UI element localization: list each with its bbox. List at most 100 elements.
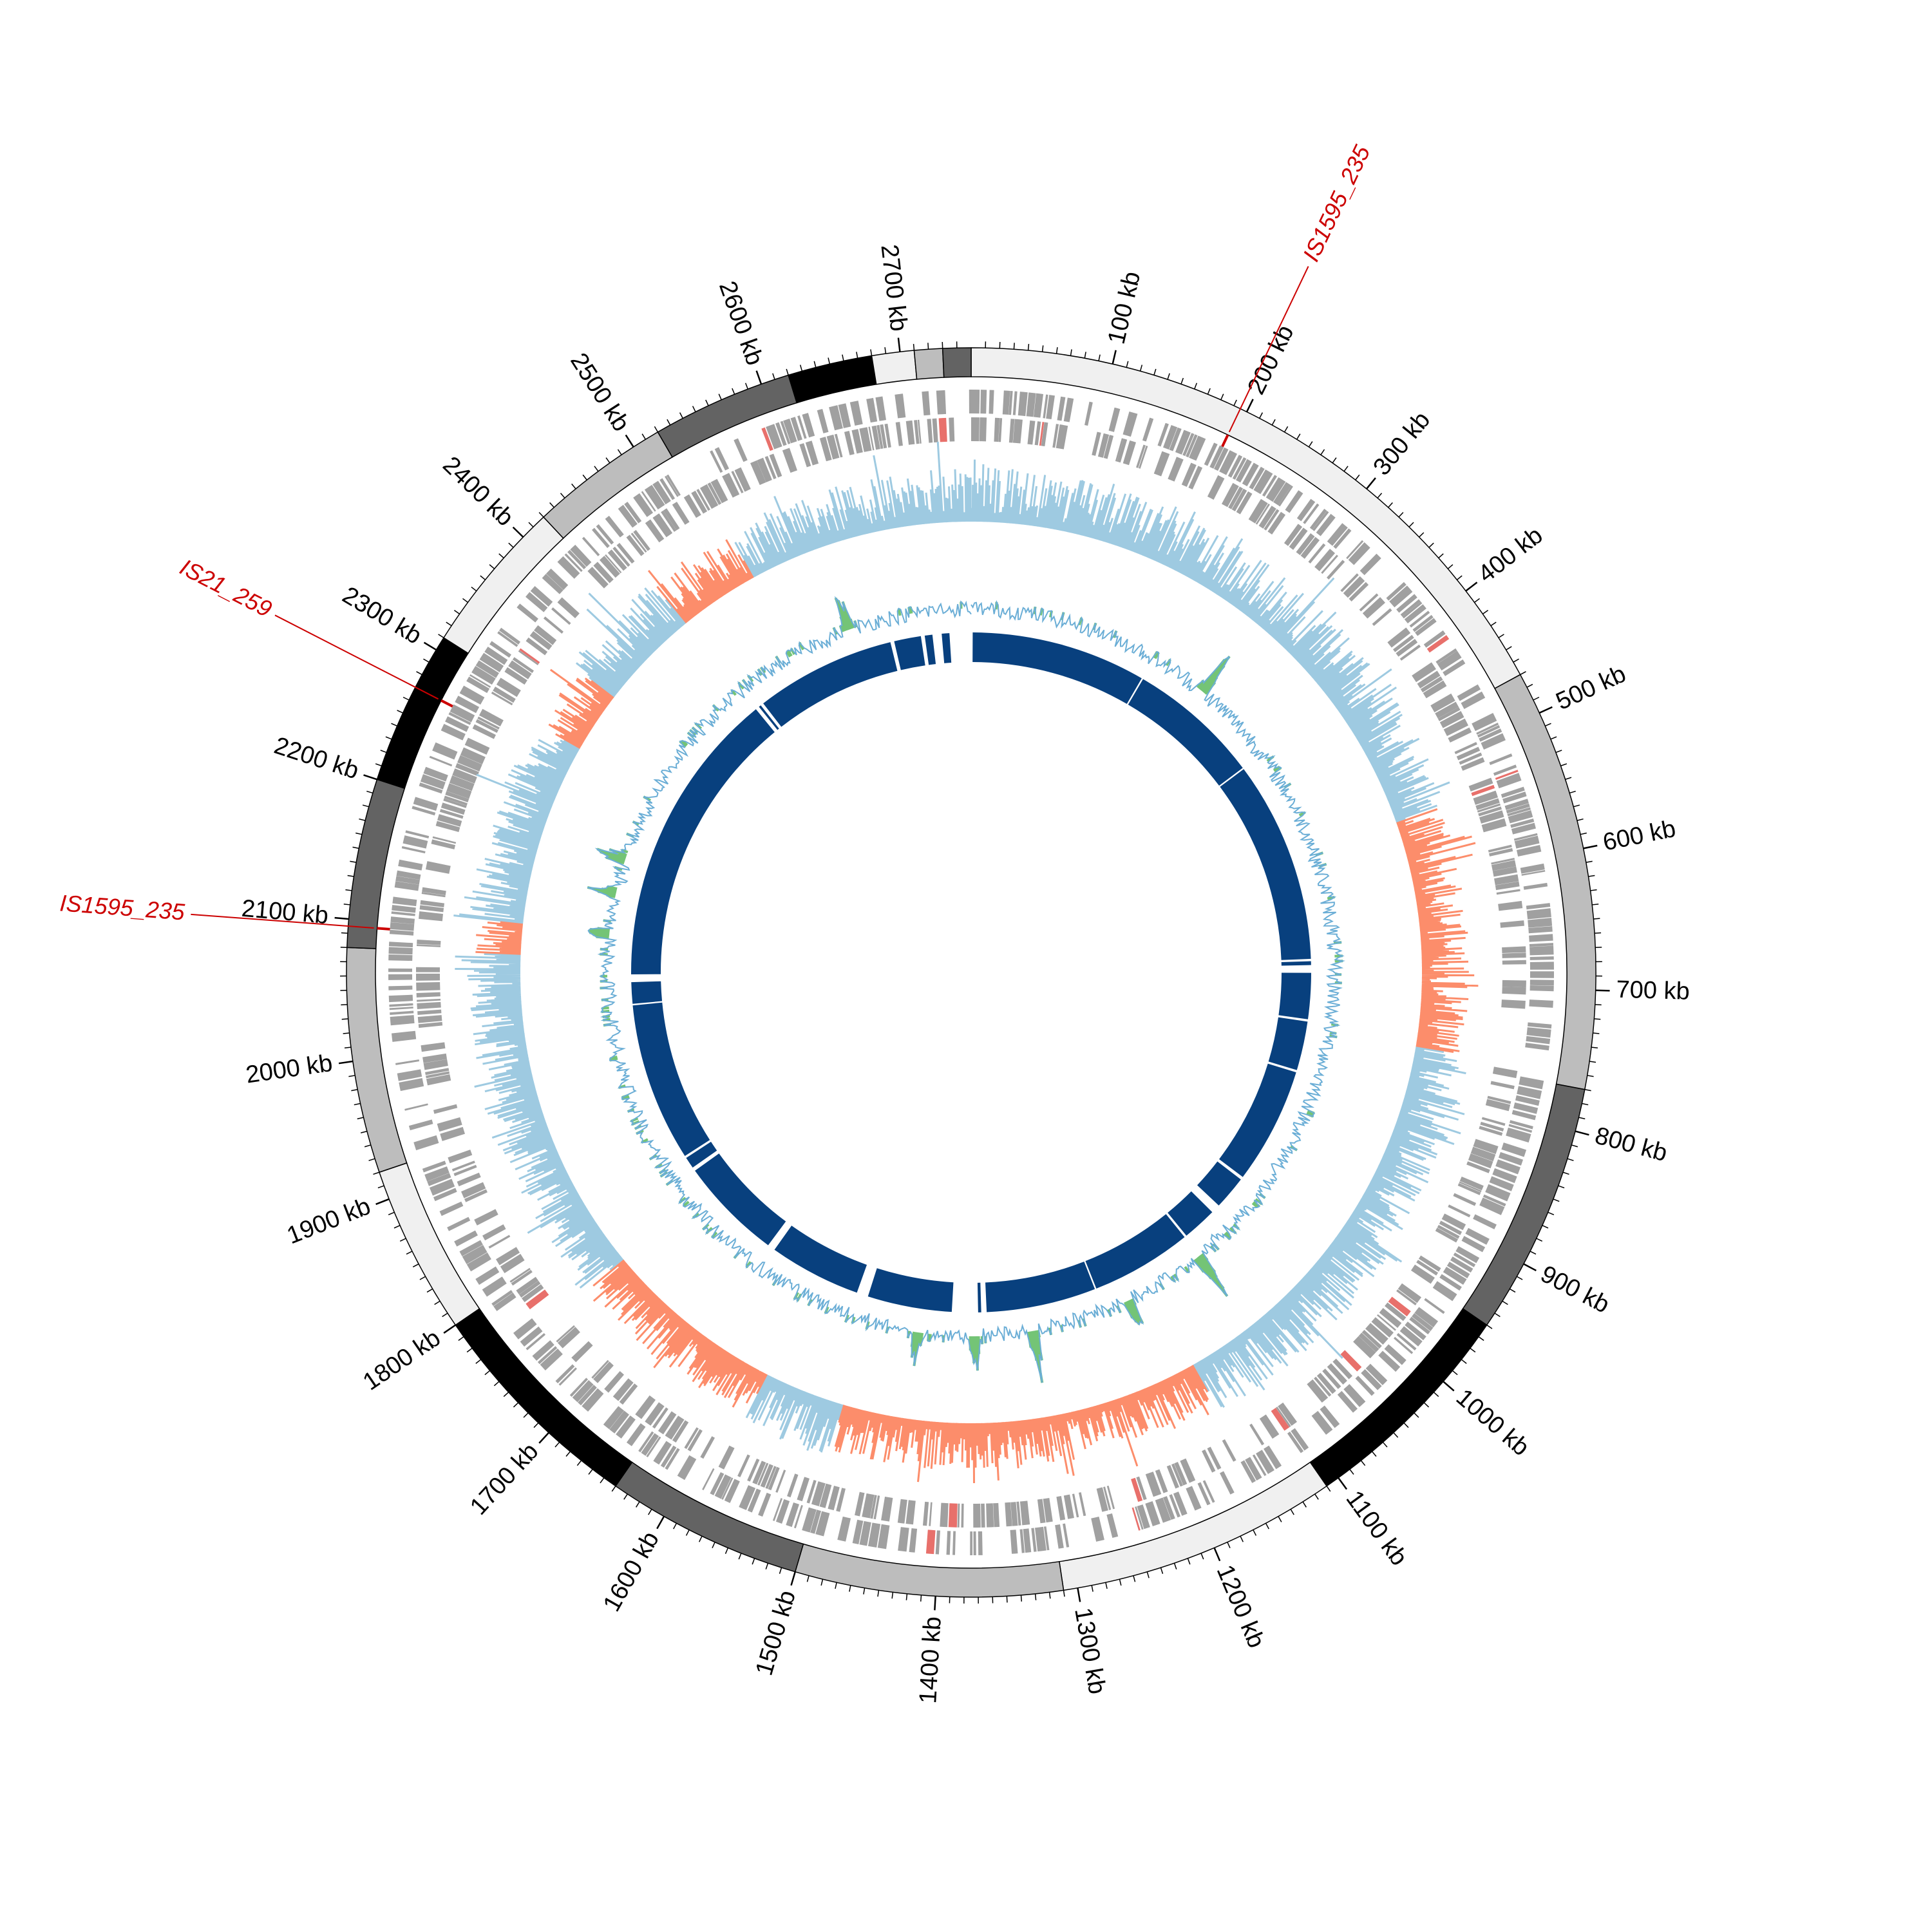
gene-feature <box>444 795 468 806</box>
gene-feature <box>1202 1480 1215 1503</box>
gene-feature <box>802 1507 817 1533</box>
gene-feature <box>710 450 723 473</box>
minor-tick <box>351 1089 358 1092</box>
gene-feature <box>961 1503 964 1528</box>
gene-feature <box>1321 554 1338 574</box>
gene-feature <box>935 1530 940 1555</box>
gene-feature <box>1026 392 1036 417</box>
minor-tick <box>732 388 735 395</box>
gene-feature <box>419 911 444 922</box>
minor-tick <box>1584 1089 1591 1092</box>
gene-feature <box>1384 1344 1406 1365</box>
gene-feature <box>1106 1485 1115 1510</box>
gene-track <box>388 390 1555 1555</box>
gene-feature <box>417 1009 442 1016</box>
tick-label: 900 kb <box>1536 1260 1614 1318</box>
gene-feature <box>1459 1176 1484 1191</box>
gc-content-track <box>453 441 1479 1484</box>
major-tick <box>1245 399 1254 413</box>
gene-feature <box>897 1499 907 1524</box>
gene-feature <box>464 737 490 755</box>
tick-label: 1700 kb <box>465 1438 544 1520</box>
minor-tick <box>364 1144 371 1148</box>
minor-tick <box>679 412 683 419</box>
minor-tick <box>1592 904 1599 905</box>
gene-feature <box>587 567 609 589</box>
gene-feature <box>417 1001 441 1009</box>
minor-tick <box>1520 671 1526 676</box>
minor-tick <box>1187 1558 1191 1565</box>
minor-tick <box>391 723 397 726</box>
gene-feature <box>516 1276 539 1295</box>
gene-feature <box>522 1284 544 1303</box>
core-block <box>631 709 775 975</box>
gene-feature <box>1327 1363 1347 1385</box>
minor-tick <box>528 522 534 527</box>
minor-tick <box>905 1593 908 1600</box>
segment-ring <box>346 347 1596 1598</box>
minor-tick <box>1153 368 1157 375</box>
gene-feature <box>439 1201 464 1217</box>
minor-tick <box>1220 393 1224 401</box>
gene-feature <box>388 985 413 990</box>
gene-feature <box>1332 1358 1353 1379</box>
gene-feature <box>1455 1245 1480 1264</box>
gene-feature <box>1509 1120 1533 1130</box>
gene-feature <box>819 437 832 462</box>
major-tick <box>1213 1548 1221 1562</box>
gene-feature <box>1322 1368 1341 1389</box>
minor-tick <box>480 575 486 580</box>
gene-feature <box>508 660 532 679</box>
tick-label: 2200 kb <box>271 732 363 785</box>
gene-feature <box>390 922 415 931</box>
gene-feature <box>932 418 938 443</box>
gene-feature <box>432 836 457 844</box>
gene-feature <box>1264 1445 1282 1470</box>
gene-feature <box>775 422 787 446</box>
gene-feature <box>672 1420 689 1443</box>
gene-feature <box>862 1493 875 1519</box>
gene-feature <box>1242 462 1259 487</box>
core-block <box>985 1261 1095 1312</box>
minor-tick <box>359 818 366 821</box>
gene-feature <box>567 549 587 569</box>
gene-feature <box>871 425 880 450</box>
gene-feature <box>1175 430 1191 455</box>
gene-feature <box>1012 391 1018 415</box>
gene-feature <box>454 1230 478 1247</box>
gene-feature <box>1349 582 1369 601</box>
gene-feature <box>1287 1432 1304 1454</box>
gene-feature <box>1516 844 1542 857</box>
core-block <box>1219 1063 1296 1177</box>
tick-label: 800 kb <box>1592 1122 1670 1168</box>
gene-feature <box>1181 462 1197 487</box>
minor-tick <box>1516 1276 1523 1280</box>
tick-label: 1100 kb <box>1341 1486 1413 1571</box>
gene-feature <box>1253 469 1273 495</box>
gene-feature <box>855 1492 865 1517</box>
gene-feature <box>1168 457 1184 482</box>
gene-feature <box>994 417 1000 442</box>
gene-feature <box>1492 866 1517 877</box>
segment-block <box>788 355 877 404</box>
gene-feature <box>1507 807 1531 817</box>
gene-feature <box>1063 1523 1070 1548</box>
gene-feature <box>1480 1121 1504 1132</box>
tick-label: 2500 kb <box>565 348 634 436</box>
gene-feature <box>1207 475 1225 500</box>
gene-feature <box>433 1104 458 1114</box>
gene-feature <box>421 892 446 898</box>
gene-feature <box>797 415 807 439</box>
gene-feature <box>450 704 475 723</box>
minor-tick <box>654 426 659 433</box>
gene-feature <box>592 527 610 548</box>
gene-feature <box>1514 835 1540 849</box>
gene-feature <box>1231 488 1247 512</box>
major-tick <box>423 641 437 651</box>
gene-feature <box>905 420 915 445</box>
gene-feature <box>1529 934 1553 942</box>
minor-tick <box>1478 1336 1484 1341</box>
gene-feature <box>653 1441 672 1465</box>
gene-feature <box>1209 445 1224 469</box>
